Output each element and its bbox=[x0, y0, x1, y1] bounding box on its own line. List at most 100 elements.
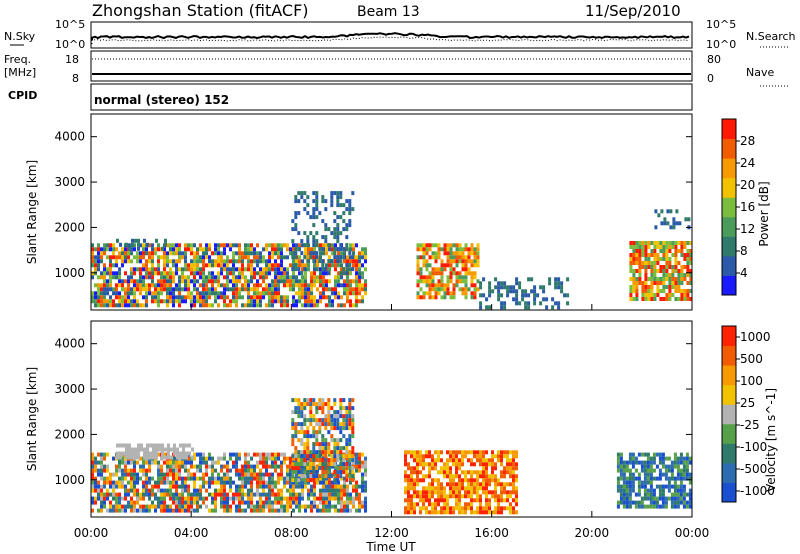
data-cell bbox=[220, 492, 223, 497]
nave-tick-top: 80 bbox=[707, 53, 721, 66]
data-cell bbox=[488, 462, 491, 467]
data-cell bbox=[268, 476, 271, 481]
data-cell bbox=[94, 468, 97, 473]
data-cell bbox=[446, 506, 449, 511]
data-cell bbox=[172, 247, 175, 252]
data-cell bbox=[130, 476, 133, 481]
data-cell bbox=[247, 295, 250, 300]
data-cell bbox=[157, 472, 160, 477]
data-cell bbox=[631, 452, 635, 457]
data-cell bbox=[336, 478, 340, 483]
data-cell bbox=[143, 455, 146, 460]
data-cell bbox=[151, 255, 154, 260]
data-cell bbox=[346, 500, 349, 505]
x-tick-label: 12:00 bbox=[374, 526, 409, 540]
data-cell bbox=[440, 275, 444, 280]
data-cell bbox=[327, 462, 331, 467]
data-cell bbox=[328, 496, 331, 501]
data-cell bbox=[677, 249, 681, 253]
data-cell bbox=[169, 508, 172, 513]
data-cell bbox=[274, 243, 277, 248]
data-cell bbox=[358, 287, 361, 292]
data-cell bbox=[238, 492, 241, 497]
data-cell bbox=[461, 462, 464, 467]
data-cell bbox=[211, 287, 214, 292]
data-cell bbox=[247, 243, 250, 248]
data-cell bbox=[196, 504, 199, 509]
data-cell bbox=[449, 275, 453, 280]
data-cell bbox=[348, 458, 352, 463]
data-cell bbox=[461, 247, 465, 252]
data-cell bbox=[241, 472, 244, 477]
data-cell bbox=[166, 275, 169, 280]
data-cell bbox=[232, 259, 235, 264]
data-cell bbox=[241, 259, 244, 264]
data-cell bbox=[416, 474, 419, 479]
colorbar-band bbox=[722, 255, 736, 276]
data-cell bbox=[300, 442, 304, 447]
data-cell bbox=[422, 498, 425, 503]
data-cell bbox=[342, 418, 346, 423]
data-cell bbox=[452, 283, 456, 288]
data-cell bbox=[94, 496, 97, 501]
data-cell bbox=[485, 297, 489, 302]
data-cell bbox=[154, 484, 157, 489]
data-cell bbox=[348, 414, 352, 419]
data-cell bbox=[652, 504, 656, 509]
data-cell bbox=[137, 447, 140, 452]
data-cell bbox=[333, 422, 337, 427]
data-cell bbox=[160, 480, 163, 485]
data-cell bbox=[500, 454, 503, 459]
data-cell bbox=[205, 456, 208, 461]
data-cell bbox=[437, 494, 440, 499]
data-cell bbox=[262, 480, 265, 485]
data-cell bbox=[274, 456, 277, 461]
data-cell bbox=[152, 455, 155, 460]
data-cell bbox=[277, 279, 280, 284]
data-cell bbox=[160, 488, 163, 493]
data-cell bbox=[676, 500, 680, 505]
data-cell bbox=[494, 478, 497, 483]
data-cell bbox=[512, 490, 515, 495]
data-cell bbox=[656, 289, 660, 293]
data-cell bbox=[688, 488, 692, 493]
data-cell bbox=[155, 447, 158, 452]
data-cell bbox=[506, 490, 509, 495]
data-cell bbox=[324, 239, 328, 244]
data-cell bbox=[449, 263, 453, 268]
data-cell bbox=[440, 283, 444, 288]
data-cell bbox=[685, 472, 689, 477]
data-cell bbox=[327, 446, 331, 451]
data-cell bbox=[345, 414, 349, 419]
data-cell bbox=[334, 275, 337, 280]
data-cell bbox=[166, 472, 169, 477]
data-cell bbox=[172, 492, 175, 497]
data-cell bbox=[676, 488, 680, 493]
data-cell bbox=[256, 303, 259, 308]
data-cell bbox=[184, 500, 187, 505]
data-cell bbox=[175, 508, 178, 513]
data-cell bbox=[268, 295, 271, 300]
data-cell bbox=[325, 243, 328, 248]
data-cell bbox=[262, 267, 265, 272]
data-cell bbox=[142, 267, 145, 272]
data-cell bbox=[336, 414, 340, 419]
data-cell bbox=[303, 414, 307, 419]
data-cell bbox=[336, 426, 340, 431]
data-cell bbox=[351, 267, 355, 272]
data-cell bbox=[650, 273, 654, 277]
data-cell bbox=[625, 500, 629, 505]
data-cell bbox=[146, 447, 149, 452]
data-cell bbox=[145, 476, 148, 481]
data-cell bbox=[470, 498, 473, 503]
data-cell bbox=[342, 454, 346, 459]
data-cell bbox=[247, 468, 250, 473]
data-cell bbox=[650, 253, 654, 257]
colorbar-tick-label: 4 bbox=[740, 266, 748, 280]
data-cell bbox=[256, 283, 259, 288]
data-cell bbox=[351, 426, 355, 431]
data-cell bbox=[121, 508, 124, 513]
data-cell bbox=[674, 269, 678, 273]
data-cell bbox=[199, 488, 202, 493]
data-cell bbox=[152, 447, 155, 452]
